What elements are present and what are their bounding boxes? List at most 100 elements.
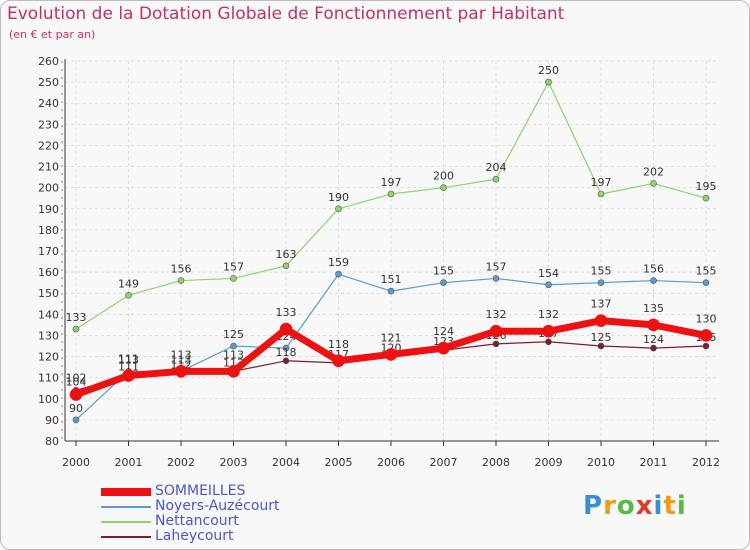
logo-letter: i xyxy=(676,491,687,521)
y-tick-label: 130 xyxy=(38,329,59,342)
data-label-laheycourt: 118 xyxy=(276,346,297,359)
data-label-sommeilles: 132 xyxy=(486,308,507,321)
x-tick-label: 2008 xyxy=(482,456,510,469)
data-label-nettancourt: 156 xyxy=(171,263,192,276)
data-point-sommeilles xyxy=(699,329,713,342)
data-label-laheycourt: 125 xyxy=(591,331,612,344)
data-label-noyers-auzecourt: 155 xyxy=(696,265,717,278)
legend-swatch-sommeilles xyxy=(101,488,151,496)
chart-title: Evolution de la Dotation Globale de Fonc… xyxy=(7,4,565,24)
x-tick-label: 2012 xyxy=(692,456,720,469)
data-label-noyers-auzecourt: 90 xyxy=(69,402,83,415)
data-label-nettancourt: 200 xyxy=(433,170,454,183)
data-label-sommeilles: 133 xyxy=(276,306,297,319)
data-label-noyers-auzecourt: 159 xyxy=(328,256,349,269)
x-tick-label: 2001 xyxy=(115,456,143,469)
data-label-sommeilles: 111 xyxy=(118,353,139,366)
data-point-laheycourt xyxy=(650,344,657,352)
data-point-nettancourt xyxy=(177,277,185,284)
data-label-laheycourt: 111 xyxy=(118,361,139,374)
data-point-nettancourt xyxy=(230,275,237,282)
data-point-sommeilles xyxy=(174,365,188,378)
data-label-nettancourt: 195 xyxy=(696,180,717,193)
data-label-sommeilles: 121 xyxy=(381,331,402,344)
data-label-nettancourt: 149 xyxy=(118,277,139,290)
data-point-noyers-auzecourt xyxy=(597,279,605,286)
x-tick-label: 2002 xyxy=(167,456,195,469)
y-tick-label: 240 xyxy=(38,97,59,110)
y-tick-label: 110 xyxy=(38,372,59,385)
data-point-sommeilles xyxy=(647,318,660,332)
data-label-sommeilles: 113 xyxy=(171,348,192,361)
data-point-noyers-auzecourt xyxy=(230,342,237,350)
legend-label-nettancourt: Nettancourt xyxy=(155,513,239,529)
data-point-nettancourt xyxy=(440,184,447,191)
y-tick-label: 140 xyxy=(38,308,59,321)
data-label-sommeilles: 135 xyxy=(643,302,664,315)
logo-letter: x xyxy=(635,491,654,521)
data-point-noyers-auzecourt xyxy=(387,287,395,295)
data-label-nettancourt: 250 xyxy=(538,64,559,77)
data-label-nettancourt: 197 xyxy=(381,176,402,189)
logo-letter: r xyxy=(603,491,617,521)
x-tick-label: 2009 xyxy=(535,456,563,469)
legend-label-sommeilles: SOMMEILLES xyxy=(155,483,246,499)
y-tick-label: 120 xyxy=(38,351,59,364)
x-tick-label: 2004 xyxy=(272,456,300,469)
data-label-sommeilles: 118 xyxy=(328,338,349,351)
data-point-sommeilles xyxy=(542,324,555,338)
data-point-sommeilles xyxy=(332,354,345,368)
y-tick-label: 150 xyxy=(38,287,59,300)
data-point-nettancourt xyxy=(702,194,710,202)
data-label-noyers-auzecourt: 151 xyxy=(381,273,402,286)
x-tick-label: 2003 xyxy=(220,456,248,469)
data-point-sommeilles xyxy=(122,369,135,382)
data-label-noyers-auzecourt: 157 xyxy=(486,260,507,273)
data-point-noyers-auzecourt xyxy=(440,279,447,286)
x-tick-label: 2005 xyxy=(325,456,353,469)
data-label-nettancourt: 190 xyxy=(328,191,349,204)
data-point-sommeilles xyxy=(437,341,450,355)
data-point-sommeilles xyxy=(279,322,293,336)
data-point-noyers-auzecourt xyxy=(650,277,657,284)
x-tick-label: 2006 xyxy=(377,456,405,469)
data-point-noyers-auzecourt xyxy=(335,270,342,278)
y-tick-label: 160 xyxy=(38,266,59,279)
data-label-nettancourt: 197 xyxy=(591,176,612,189)
data-label-noyers-auzecourt: 113 xyxy=(118,353,139,366)
data-label-laheycourt: 104 xyxy=(66,375,87,388)
data-point-nettancourt xyxy=(335,205,342,213)
y-tick-label: 220 xyxy=(38,139,59,152)
data-point-laheycourt xyxy=(282,357,290,365)
data-point-laheycourt xyxy=(545,338,552,346)
data-point-sommeilles xyxy=(489,324,503,338)
data-label-noyers-auzecourt: 125 xyxy=(223,328,244,341)
legend-swatch-nettancourt xyxy=(101,521,151,523)
y-tick-label: 80 xyxy=(45,435,59,448)
legend-label-laheycourt: Laheycourt xyxy=(155,528,234,544)
y-tick-label: 250 xyxy=(38,76,59,89)
data-point-nettancourt xyxy=(545,78,552,86)
data-point-nettancourt xyxy=(387,190,395,198)
data-label-sommeilles: 132 xyxy=(538,308,559,321)
y-tick-label: 260 xyxy=(38,55,59,68)
data-point-sommeilles xyxy=(227,365,240,378)
data-label-noyers-auzecourt: 155 xyxy=(591,265,612,278)
data-label-noyers-auzecourt: 113 xyxy=(171,353,192,366)
y-tick-label: 210 xyxy=(38,161,59,174)
proxiti-logo: Proxiti xyxy=(583,491,687,521)
data-point-noyers-auzecourt xyxy=(702,279,710,286)
data-point-nettancourt xyxy=(492,175,500,183)
data-label-nettancourt: 133 xyxy=(66,311,87,324)
y-tick-label: 180 xyxy=(38,224,59,237)
data-point-noyers-auzecourt xyxy=(282,344,290,352)
data-label-laheycourt: 124 xyxy=(643,333,664,346)
data-point-nettancourt xyxy=(650,180,657,187)
logo-letter: P xyxy=(583,491,604,521)
data-label-nettancourt: 157 xyxy=(223,260,244,273)
logo-letter: o xyxy=(616,491,636,521)
data-label-nettancourt: 163 xyxy=(276,248,297,261)
data-point-nettancourt xyxy=(72,325,80,333)
data-point-laheycourt xyxy=(597,342,605,350)
